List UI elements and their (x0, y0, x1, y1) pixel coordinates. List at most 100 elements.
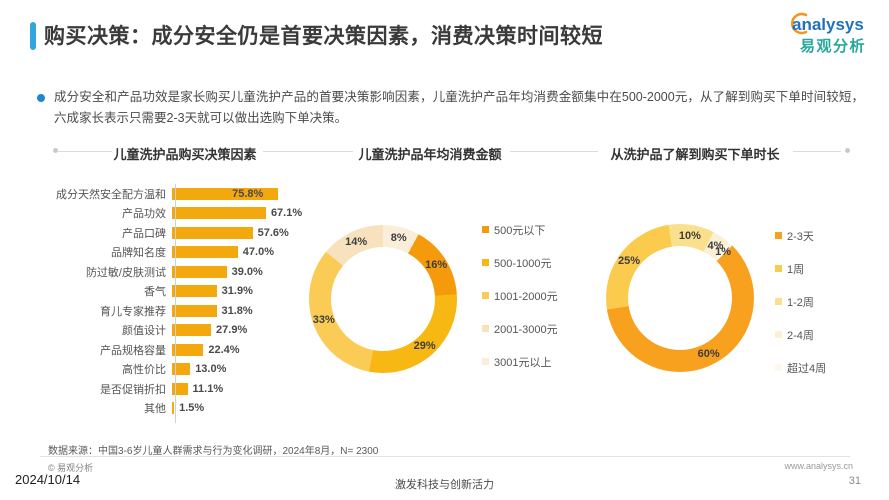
bar-category-label: 其他 (144, 403, 166, 416)
section-divider-line (510, 151, 598, 152)
legend-label: 超过4周 (787, 362, 827, 375)
bar-row: 产品功效 67.1% (30, 204, 320, 224)
bar-category-label: 产品功效 (122, 208, 166, 221)
legend-marker (482, 226, 489, 233)
section-divider-line (793, 151, 841, 152)
section-title-decision-factors: 儿童洗护品购买决策因素 (113, 147, 257, 162)
legend-label: 3001元以上 (494, 356, 552, 369)
donut-percent-label: 16% (425, 259, 448, 272)
legend-item: 3001元以上 (482, 356, 558, 369)
legend-annual-spend: 500元以下 500-1000元 1001-2000元 2001-3000元 3001元… (482, 224, 558, 369)
copyright-text: © 易观分析 (48, 463, 94, 473)
bullet-icon (37, 94, 45, 102)
donut-percent-label: 1% (715, 246, 732, 259)
bar-track: 31.9% (172, 285, 320, 298)
bar-row: 品牌知名度 47.0% (30, 243, 320, 263)
donut-percent-label: 14% (345, 235, 368, 248)
bar-track: 27.9% (172, 324, 320, 337)
bar-value-label: 22.4% (208, 343, 240, 356)
analysys-logo-graphic: analysys 易观分析 (790, 12, 866, 55)
legend-marker (775, 265, 782, 272)
bar-row: 防过敏/皮肤测试 39.0% (30, 262, 320, 282)
bar (172, 187, 279, 200)
bar (172, 304, 217, 317)
bar-value-label: 57.6% (257, 226, 289, 239)
donut-percent-label: 25% (618, 254, 641, 267)
bar-category-label: 产品口碑 (122, 227, 166, 240)
bar-row: 高性价比 13.0% (30, 360, 320, 380)
bar-row: 产品口碑 57.6% (30, 223, 320, 243)
bar-track: 1.5% (172, 402, 320, 415)
section-divider-line (263, 151, 353, 152)
legend-item: 500-1000元 (482, 257, 558, 270)
bar-category-label: 是否促销折扣 (100, 383, 166, 396)
legend-label: 1周 (787, 263, 805, 276)
bar (172, 285, 217, 298)
bar (172, 402, 175, 415)
legend-label: 1-2周 (787, 296, 814, 309)
donut-percent-label: 29% (413, 340, 436, 353)
section-title-annual-spend: 儿童洗护品年均消费金额 (358, 147, 502, 162)
legend-item: 1周 (775, 263, 826, 276)
bar (172, 324, 212, 337)
bar-value-label: 75.8% (232, 187, 264, 200)
bar (172, 246, 238, 259)
donut-percent-label: 10% (678, 229, 701, 242)
bar-row: 产品规格容量 22.4% (30, 340, 320, 360)
bar-chart: 成分天然安全配方温和 75.8% 产品功效 67.1% 产品口碑 57.6% 品牌知名度 47… (30, 184, 320, 418)
bar (172, 363, 191, 376)
legend-label: 500元以下 (494, 224, 546, 237)
legend-marker (482, 259, 489, 266)
website-text: www.analysys.cn (784, 461, 853, 471)
bar (172, 226, 253, 239)
bar-row: 颜值设计 27.9% (30, 321, 320, 341)
legend-item: 2-4周 (775, 329, 826, 342)
bar-track: 22.4% (172, 343, 320, 356)
legend-label: 2001-3000元 (494, 323, 558, 336)
summary-text: 成分安全和产品功效是家长购买儿童洗护产品的首要决策影响因素，儿童洗护产品年均消费… (54, 90, 864, 125)
legend-item: 2-3天 (775, 230, 826, 243)
legend-item: 超过4周 (775, 362, 827, 375)
bar-row: 成分天然安全配方温和 75.8% (30, 184, 320, 204)
page-number: 31 (848, 475, 861, 487)
bar-track: 31.8% (172, 304, 320, 317)
legend-marker (482, 358, 489, 365)
donut-percent-label: 60% (697, 348, 720, 361)
donut-percent-label: 8% (390, 231, 407, 244)
bar-value-label: 47.0% (242, 246, 274, 259)
bar (172, 207, 266, 220)
legend-marker (775, 364, 782, 371)
title-accent-bar (30, 22, 36, 50)
bar-row: 育儿专家推荐 31.8% (30, 301, 320, 321)
bar-track: 57.6% (172, 226, 320, 239)
bar-track: 39.0% (172, 265, 320, 278)
footer-divider (40, 456, 850, 457)
slogan-text: 激发科技与创新活力 (395, 479, 494, 491)
legend-marker (775, 232, 782, 239)
bar-value-label: 31.8% (221, 304, 253, 317)
legend-label: 2-4周 (787, 329, 814, 342)
legend-marker (482, 325, 489, 332)
bar-track: 67.1% (172, 207, 320, 220)
logo-brand-cn-text: 易观分析 (800, 37, 866, 55)
analysys-logo: analysys 易观分析 (785, 8, 881, 63)
bar-chart-axis-line (175, 184, 176, 423)
bar-track: 75.8% (172, 187, 320, 200)
legend-label: 2-3天 (787, 230, 814, 243)
legend-item: 1-2周 (775, 296, 826, 309)
bar-value-label: 39.0% (231, 265, 263, 278)
bar-category-label: 成分天然安全配方温和 (56, 188, 166, 201)
bar-track: 11.1% (172, 382, 320, 395)
bar-row: 其他 1.5% (30, 399, 320, 419)
bar-category-label: 高性价比 (122, 364, 166, 377)
date-text: 2024/10/14 (15, 472, 81, 487)
section-title-purchase-duration: 从洗护品了解到购买下单时长 (610, 147, 780, 162)
bar-track: 13.0% (172, 363, 320, 376)
bar-category-label: 产品规格容量 (100, 344, 166, 357)
donut-chart-purchase-duration: 4% 1% 60% 25% 10% (606, 224, 754, 372)
bar-category-label: 育儿专家推荐 (100, 305, 166, 318)
data-source-note: 数据来源：中国3-6岁儿童人群需求与行为变化调研，2024年8月，N= 2300 (48, 446, 379, 457)
bar-value-label: 27.9% (216, 324, 248, 337)
bar-value-label: 67.1% (270, 207, 303, 220)
legend-label: 1001-2000元 (494, 290, 558, 303)
